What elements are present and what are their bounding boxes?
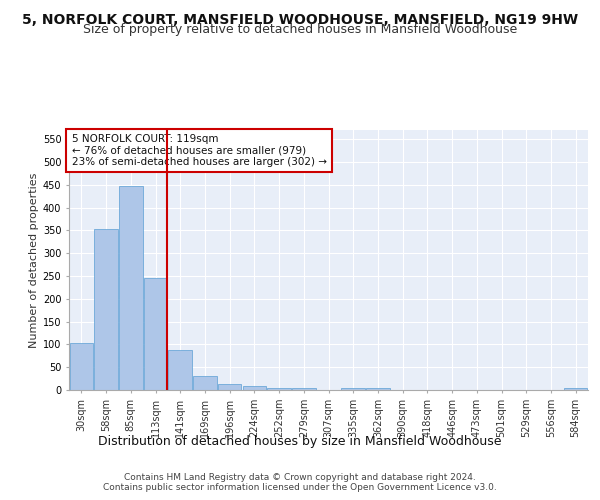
Text: 5, NORFOLK COURT, MANSFIELD WOODHOUSE, MANSFIELD, NG19 9HW: 5, NORFOLK COURT, MANSFIELD WOODHOUSE, M… bbox=[22, 12, 578, 26]
Bar bbox=[366, 388, 389, 390]
Bar bbox=[94, 229, 118, 390]
Text: Contains HM Land Registry data © Crown copyright and database right 2024.
Contai: Contains HM Land Registry data © Crown c… bbox=[103, 472, 497, 492]
Text: Size of property relative to detached houses in Mansfield Woodhouse: Size of property relative to detached ho… bbox=[83, 22, 517, 36]
Bar bbox=[292, 388, 316, 390]
Bar bbox=[169, 350, 192, 390]
Bar bbox=[218, 384, 241, 390]
Text: Distribution of detached houses by size in Mansfield Woodhouse: Distribution of detached houses by size … bbox=[98, 435, 502, 448]
Bar bbox=[119, 186, 143, 390]
Bar bbox=[193, 376, 217, 390]
Bar bbox=[564, 388, 587, 390]
Bar bbox=[341, 388, 365, 390]
Bar bbox=[268, 388, 291, 390]
Bar bbox=[144, 278, 167, 390]
Text: 5 NORFOLK COURT: 119sqm
← 76% of detached houses are smaller (979)
23% of semi-d: 5 NORFOLK COURT: 119sqm ← 76% of detache… bbox=[71, 134, 326, 167]
Y-axis label: Number of detached properties: Number of detached properties bbox=[29, 172, 38, 348]
Bar bbox=[242, 386, 266, 390]
Bar bbox=[70, 343, 93, 390]
